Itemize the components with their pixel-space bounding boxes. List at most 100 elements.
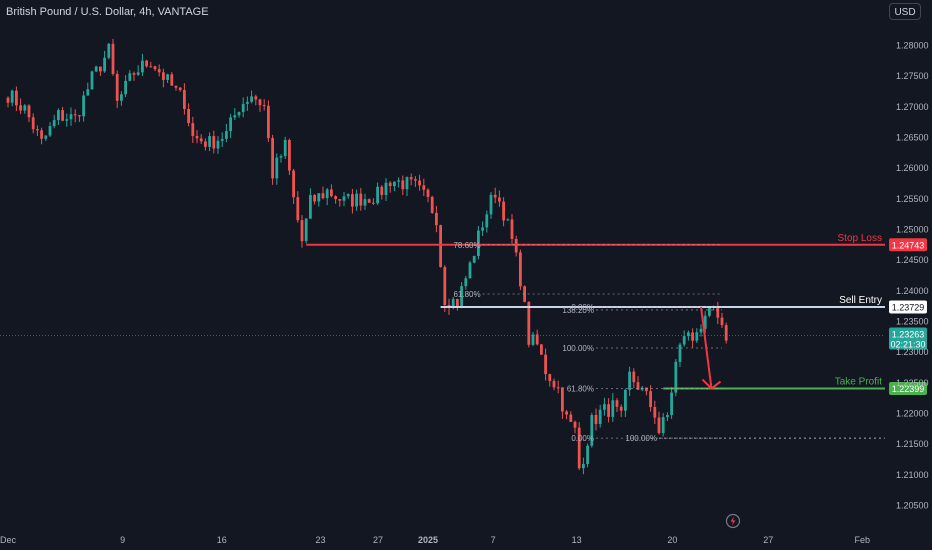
candle-body bbox=[128, 73, 132, 81]
candle-body bbox=[678, 344, 682, 362]
y-tick-label: 1.27500 bbox=[896, 71, 929, 81]
candle-body bbox=[86, 89, 90, 96]
fib-label: 0.00% bbox=[571, 303, 594, 312]
candle-body bbox=[552, 380, 556, 388]
candle-body bbox=[569, 414, 573, 422]
candle-body bbox=[464, 278, 468, 287]
candle-body bbox=[132, 73, 136, 75]
lightning-circle-icon[interactable] bbox=[725, 513, 741, 529]
candle-body bbox=[477, 230, 480, 256]
candle-body bbox=[460, 286, 463, 308]
candle-body bbox=[275, 157, 279, 179]
y-tick-label: 1.23000 bbox=[896, 347, 929, 357]
candle-body bbox=[544, 354, 547, 375]
candle-body bbox=[624, 389, 627, 411]
candle-body bbox=[363, 199, 367, 206]
candle-body bbox=[191, 123, 195, 136]
current-price-label: 1.23263 bbox=[892, 330, 925, 340]
candle-body bbox=[598, 409, 602, 424]
candle-body bbox=[540, 344, 543, 355]
level-price-label: 1.23729 bbox=[892, 302, 925, 312]
candle-body bbox=[246, 101, 249, 104]
candle-body bbox=[309, 195, 312, 219]
candle-body bbox=[300, 220, 304, 242]
candle-body bbox=[556, 387, 560, 389]
candle-body bbox=[451, 298, 455, 308]
candle-body bbox=[519, 252, 522, 287]
candle-body bbox=[573, 421, 577, 428]
candle-body bbox=[502, 201, 505, 221]
candle-body bbox=[212, 136, 216, 149]
candle-body bbox=[115, 73, 119, 101]
y-tick-label: 1.24000 bbox=[896, 286, 929, 296]
candle-body bbox=[397, 180, 400, 182]
candle-body bbox=[237, 112, 241, 116]
y-tick-label: 1.22000 bbox=[896, 409, 929, 419]
candle-body bbox=[40, 130, 43, 139]
candle-body bbox=[628, 371, 631, 390]
candle-body bbox=[23, 105, 27, 111]
candle-body bbox=[565, 411, 568, 415]
candle-body bbox=[506, 219, 510, 221]
candle-body bbox=[204, 141, 207, 147]
candle-body bbox=[577, 427, 581, 469]
candle-body bbox=[162, 72, 165, 80]
candle-body bbox=[78, 115, 81, 117]
candle-body bbox=[649, 391, 652, 408]
x-tick-label: Dec bbox=[0, 535, 16, 545]
candle-body bbox=[27, 105, 31, 118]
candle-body bbox=[510, 219, 514, 239]
candle-body bbox=[216, 140, 220, 149]
candle-body bbox=[174, 85, 178, 88]
candle-body bbox=[695, 332, 699, 341]
y-tick-label: 1.21000 bbox=[896, 470, 929, 480]
x-tick-label: 27 bbox=[763, 535, 773, 545]
candle-body bbox=[388, 182, 392, 187]
candle-body bbox=[716, 306, 720, 318]
fibonacci-levels: 78.60%61.80%0.00%138.20%100.00%61.80%0.0… bbox=[453, 241, 885, 443]
x-tick-label: 16 bbox=[217, 535, 227, 545]
candle-body bbox=[288, 139, 291, 171]
candle-body bbox=[82, 95, 85, 117]
candle-body bbox=[94, 66, 98, 72]
candle-body bbox=[330, 189, 333, 197]
fib-label: 0.00% bbox=[571, 434, 594, 443]
currency-button[interactable]: USD bbox=[889, 3, 921, 20]
candle-body bbox=[582, 463, 585, 469]
candle-body bbox=[590, 415, 594, 446]
candle-body bbox=[208, 136, 211, 147]
x-tick-label: 13 bbox=[572, 535, 582, 545]
level-name: Take Profit bbox=[835, 377, 882, 388]
y-tick-label: 1.25000 bbox=[896, 225, 929, 235]
candle-body bbox=[325, 189, 329, 199]
level-price-tag bbox=[889, 382, 927, 396]
candle-body bbox=[661, 417, 665, 434]
y-tick-label: 1.26500 bbox=[896, 133, 929, 143]
candle-body bbox=[111, 43, 115, 74]
fib-label: 61.80% bbox=[567, 385, 594, 394]
candle-body bbox=[141, 60, 144, 73]
candle-body bbox=[548, 374, 552, 381]
candle-body bbox=[485, 214, 489, 228]
candle-body bbox=[405, 177, 409, 190]
y-tick-label: 1.20500 bbox=[896, 501, 929, 511]
trade-levels: Stop Loss 1.24743 Sell Entry 1.23729 Take Pr… bbox=[0, 233, 927, 396]
candle-body bbox=[657, 417, 661, 434]
x-tick-label: 7 bbox=[491, 535, 496, 545]
candle-body bbox=[409, 177, 413, 180]
candle-body bbox=[145, 60, 148, 67]
candle-body bbox=[19, 105, 22, 111]
candle-body bbox=[699, 328, 703, 333]
candle-body bbox=[384, 182, 388, 195]
candle-body bbox=[346, 194, 350, 197]
candle-body bbox=[69, 114, 73, 120]
current-price-tag bbox=[889, 327, 927, 350]
fib-label: 61.80% bbox=[453, 290, 480, 299]
candle-body bbox=[435, 212, 438, 226]
candle-body bbox=[342, 196, 346, 201]
candle-body bbox=[90, 71, 94, 90]
candle-body bbox=[292, 170, 295, 198]
x-tick-label: 2025 bbox=[418, 535, 438, 545]
candle-body bbox=[531, 334, 535, 345]
